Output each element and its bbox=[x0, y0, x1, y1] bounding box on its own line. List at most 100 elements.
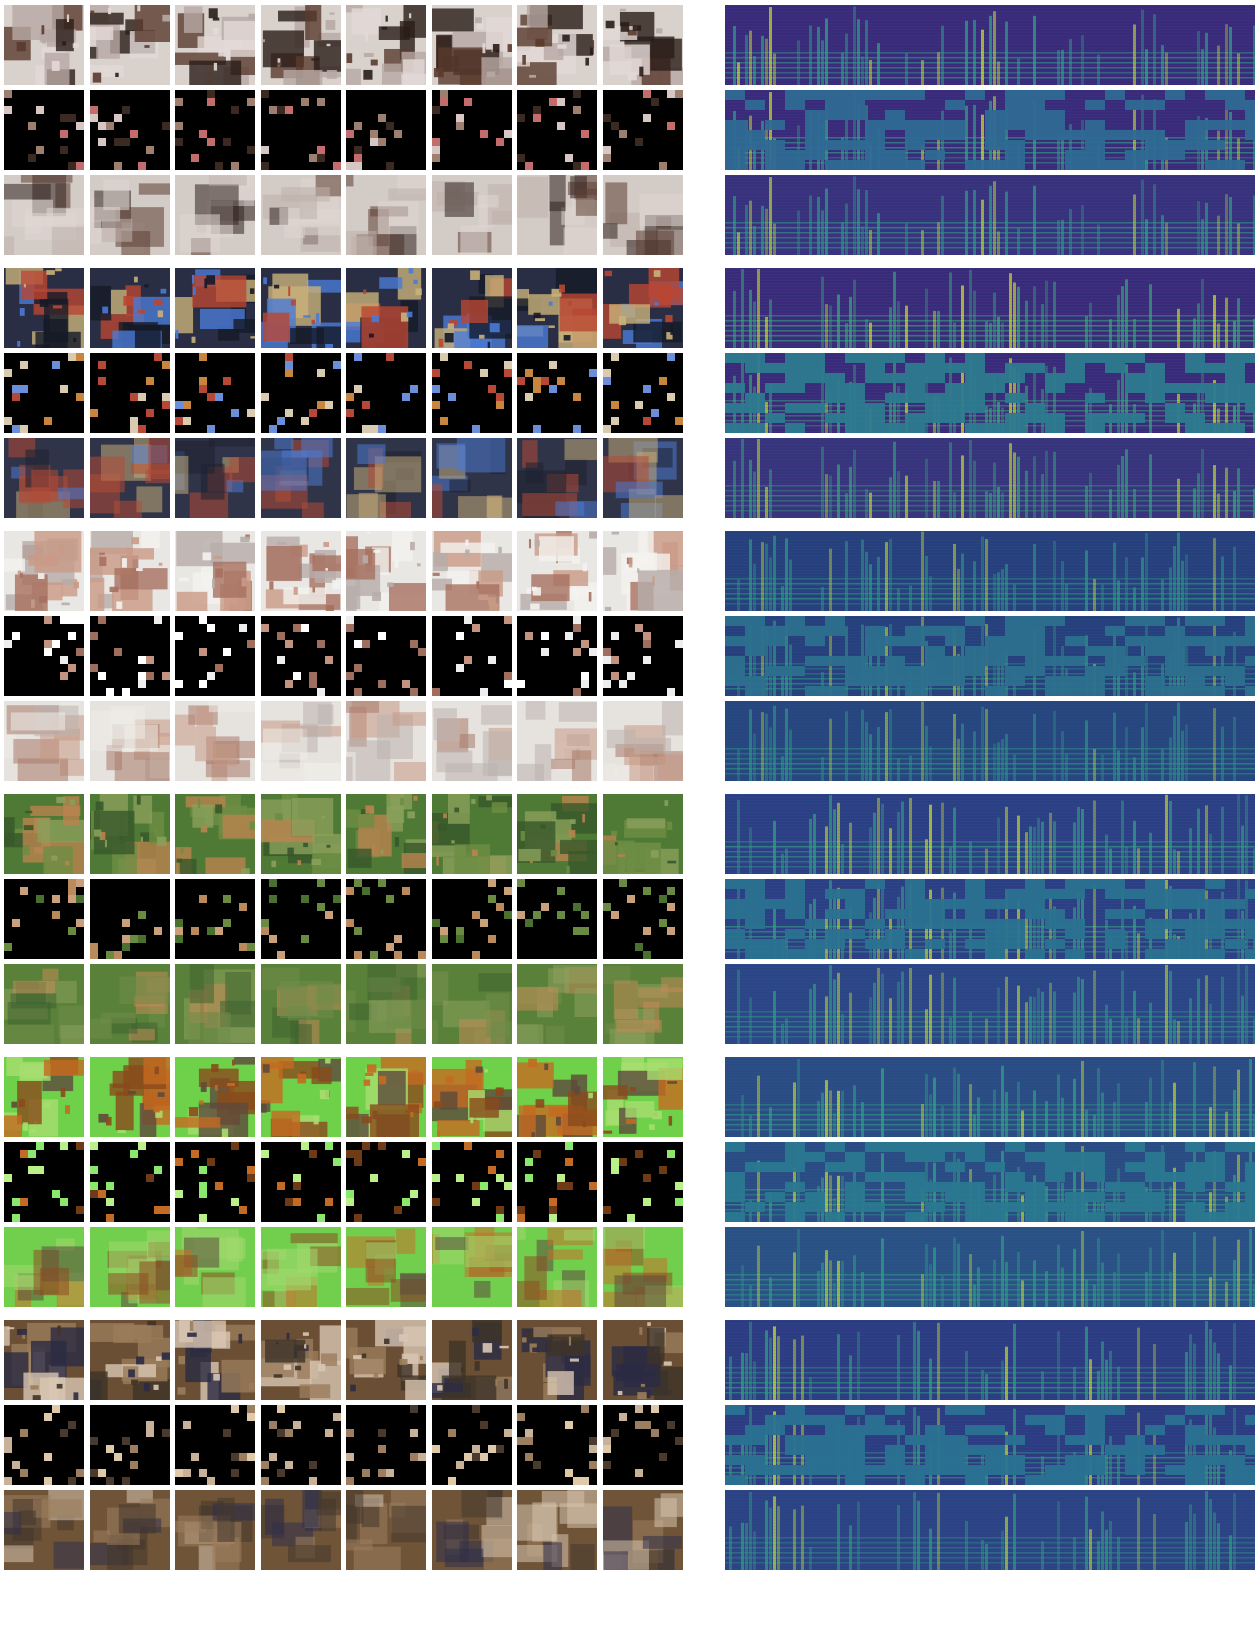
kangaroos-field-original-frame-3 bbox=[175, 794, 255, 874]
hand-machine-reconstructed-frame-2 bbox=[89, 1490, 170, 1570]
hand-machine-original-frame-1 bbox=[4, 1320, 84, 1400]
bicycle-workshop-masked-frame-1 bbox=[4, 353, 84, 433]
cat-window-original-frame-1 bbox=[4, 1057, 84, 1137]
hands-harp-original-frame-3 bbox=[175, 531, 255, 611]
gorilla-toy-masked-frame-8 bbox=[602, 90, 683, 170]
gorilla-toy-original-frame-1 bbox=[4, 5, 84, 85]
bicycle-workshop-original-spectrogram bbox=[725, 268, 1255, 348]
cat-window-masked-frame-8 bbox=[602, 1142, 683, 1222]
kangaroos-field-masked-frame-8 bbox=[602, 879, 683, 959]
hand-machine-reconstructed-frame-3 bbox=[175, 1490, 255, 1570]
gorilla-toy-reconstructed-frame-7 bbox=[517, 175, 597, 255]
gorilla-toy-masked-frame-7 bbox=[517, 90, 597, 170]
cat-window-original-frame-5 bbox=[346, 1057, 426, 1137]
cat-window-original-spectrogram bbox=[725, 1057, 1255, 1137]
kangaroos-field-original-frame-4 bbox=[260, 794, 341, 874]
hands-harp-masked-frame-5 bbox=[346, 616, 426, 696]
hands-harp-masked-frame-4 bbox=[260, 616, 341, 696]
gorilla-toy-masked-frame-1 bbox=[4, 90, 84, 170]
hand-machine-reconstructed-frame-1 bbox=[4, 1490, 84, 1570]
hands-harp-original-frame-1 bbox=[4, 531, 84, 611]
cat-window-reconstructed-frame-7 bbox=[517, 1227, 597, 1307]
bicycle-workshop-masked-frame-6 bbox=[431, 353, 512, 433]
bicycle-workshop-masked-frame-3 bbox=[175, 353, 255, 433]
hand-machine-reconstructed-frame-8 bbox=[602, 1490, 683, 1570]
cat-window-original-frame-2 bbox=[89, 1057, 170, 1137]
hands-harp-original-frame-4 bbox=[260, 531, 341, 611]
kangaroos-field-original-spectrogram bbox=[725, 794, 1255, 874]
hands-harp-original-frame-5 bbox=[346, 531, 426, 611]
hands-harp-original-frame-8 bbox=[602, 531, 683, 611]
kangaroos-field-original-frame-5 bbox=[346, 794, 426, 874]
hand-machine-original-spectrogram bbox=[725, 1320, 1255, 1400]
cat-window-reconstructed-spectrogram bbox=[725, 1227, 1255, 1307]
gorilla-toy-original-frame-8 bbox=[602, 5, 683, 85]
bicycle-workshop-reconstructed-frame-2 bbox=[89, 438, 170, 518]
bicycle-workshop-original-frame-6 bbox=[431, 268, 512, 348]
kangaroos-field-masked-spectrogram bbox=[725, 879, 1255, 959]
kangaroos-field-reconstructed-frame-3 bbox=[175, 964, 255, 1044]
gorilla-toy-original-spectrogram bbox=[725, 5, 1255, 85]
hand-machine-reconstructed-frame-4 bbox=[260, 1490, 341, 1570]
cat-window-reconstructed-frame-3 bbox=[175, 1227, 255, 1307]
gorilla-toy-masked-frame-4 bbox=[260, 90, 341, 170]
hand-machine-original-frame-3 bbox=[175, 1320, 255, 1400]
kangaroos-field-masked-frame-3 bbox=[175, 879, 255, 959]
kangaroos-field-original-frame-2 bbox=[89, 794, 170, 874]
gorilla-toy-original-frame-5 bbox=[346, 5, 426, 85]
bicycle-workshop-reconstructed-frame-4 bbox=[260, 438, 341, 518]
bicycle-workshop-reconstructed-spectrogram bbox=[725, 438, 1255, 518]
kangaroos-field-reconstructed-frame-6 bbox=[431, 964, 512, 1044]
hand-machine-masked-frame-1 bbox=[4, 1405, 84, 1485]
kangaroos-field-original-frame-7 bbox=[517, 794, 597, 874]
hands-harp-original-frame-7 bbox=[517, 531, 597, 611]
bicycle-workshop-reconstructed-frame-3 bbox=[175, 438, 255, 518]
bicycle-workshop-reconstructed-frame-7 bbox=[517, 438, 597, 518]
hand-machine-original-frame-4 bbox=[260, 1320, 341, 1400]
hands-harp-original-frame-2 bbox=[89, 531, 170, 611]
hand-machine-original-frame-2 bbox=[89, 1320, 170, 1400]
hands-harp-masked-spectrogram bbox=[725, 616, 1255, 696]
hands-harp-original-spectrogram bbox=[725, 531, 1255, 611]
hands-harp-masked-frame-8 bbox=[602, 616, 683, 696]
bicycle-workshop-masked-frame-4 bbox=[260, 353, 341, 433]
kangaroos-field-original-frame-6 bbox=[431, 794, 512, 874]
cat-window-masked-frame-3 bbox=[175, 1142, 255, 1222]
hand-machine-reconstructed-spectrogram bbox=[725, 1490, 1255, 1570]
hands-harp-reconstructed-frame-1 bbox=[4, 701, 84, 781]
gorilla-toy-reconstructed-frame-5 bbox=[346, 175, 426, 255]
hands-harp-original-frame-6 bbox=[431, 531, 512, 611]
cat-window-original-frame-8 bbox=[602, 1057, 683, 1137]
bicycle-workshop-reconstructed-frame-6 bbox=[431, 438, 512, 518]
hand-machine-original-frame-6 bbox=[431, 1320, 512, 1400]
cat-window-original-frame-6 bbox=[431, 1057, 512, 1137]
hands-harp-masked-frame-2 bbox=[89, 616, 170, 696]
hand-machine-reconstructed-frame-7 bbox=[517, 1490, 597, 1570]
hands-harp-masked-frame-3 bbox=[175, 616, 255, 696]
hands-harp-masked-frame-1 bbox=[4, 616, 84, 696]
hands-harp-reconstructed-frame-6 bbox=[431, 701, 512, 781]
bicycle-workshop-original-frame-1 bbox=[4, 268, 84, 348]
hand-machine-masked-spectrogram bbox=[725, 1405, 1255, 1485]
hands-harp-masked-frame-7 bbox=[517, 616, 597, 696]
gorilla-toy-reconstructed-frame-8 bbox=[602, 175, 683, 255]
gorilla-toy-original-frame-7 bbox=[517, 5, 597, 85]
cat-window-reconstructed-frame-1 bbox=[4, 1227, 84, 1307]
gorilla-toy-original-frame-3 bbox=[175, 5, 255, 85]
hand-machine-masked-frame-2 bbox=[89, 1405, 170, 1485]
hands-harp-reconstructed-frame-2 bbox=[89, 701, 170, 781]
cat-window-masked-spectrogram bbox=[725, 1142, 1255, 1222]
hand-machine-original-frame-8 bbox=[602, 1320, 683, 1400]
bicycle-workshop-masked-frame-2 bbox=[89, 353, 170, 433]
kangaroos-field-reconstructed-frame-7 bbox=[517, 964, 597, 1044]
gorilla-toy-reconstructed-frame-2 bbox=[89, 175, 170, 255]
gorilla-toy-reconstructed-frame-6 bbox=[431, 175, 512, 255]
bicycle-workshop-original-frame-7 bbox=[517, 268, 597, 348]
hand-machine-reconstructed-frame-5 bbox=[346, 1490, 426, 1570]
hands-harp-reconstructed-frame-5 bbox=[346, 701, 426, 781]
kangaroos-field-masked-frame-2 bbox=[89, 879, 170, 959]
cat-window-masked-frame-4 bbox=[260, 1142, 341, 1222]
hand-machine-original-frame-7 bbox=[517, 1320, 597, 1400]
kangaroos-field-masked-frame-7 bbox=[517, 879, 597, 959]
